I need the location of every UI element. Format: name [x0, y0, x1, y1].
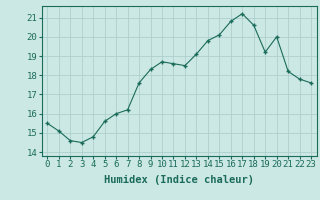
X-axis label: Humidex (Indice chaleur): Humidex (Indice chaleur) — [104, 175, 254, 185]
